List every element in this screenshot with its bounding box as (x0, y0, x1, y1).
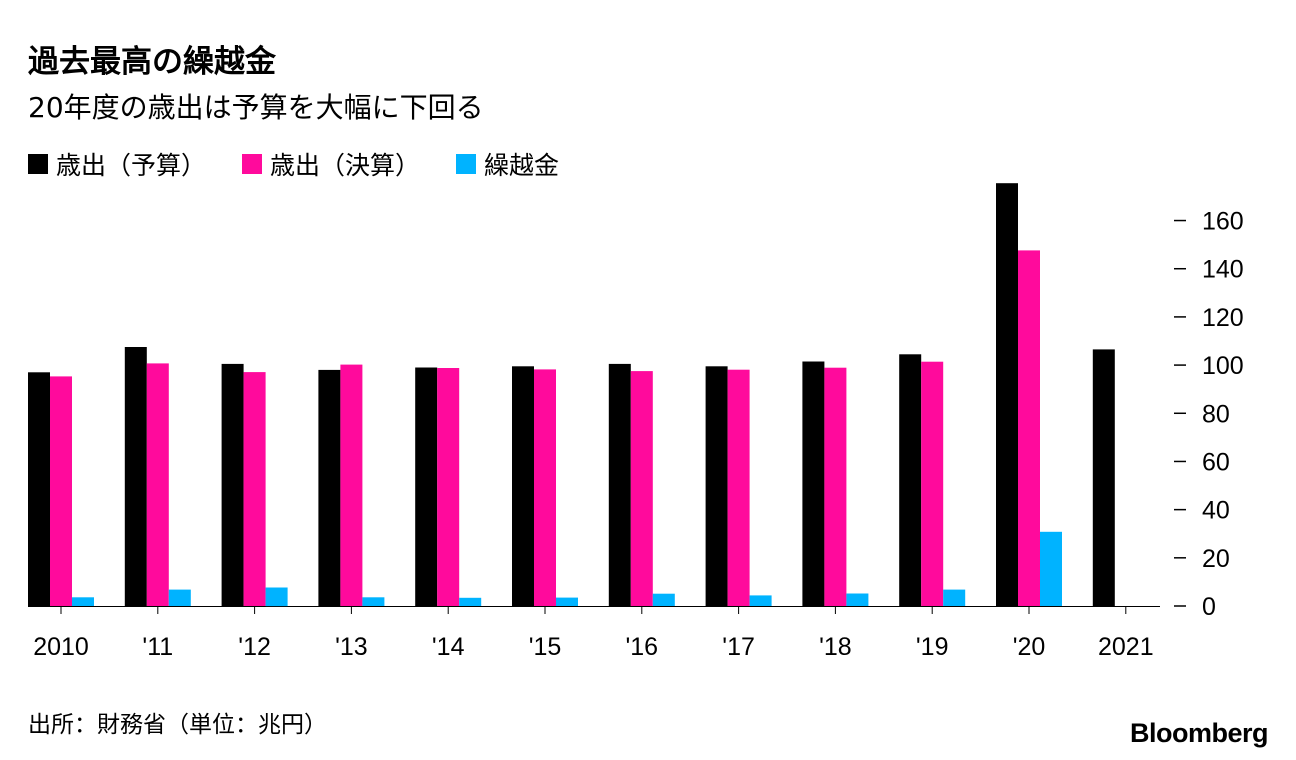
x-tick-label-5: '15 (529, 633, 562, 661)
bar-actual-8 (824, 367, 847, 606)
bar-carryover-10 (1040, 531, 1062, 606)
x-tick-label-3: '13 (335, 633, 368, 661)
bar-budget-1 (124, 347, 147, 606)
bar-actual-7 (727, 369, 750, 606)
bar-carryover-7 (749, 595, 772, 606)
legend-item-carryover: 繰越金 (456, 146, 559, 182)
x-tick-label-11: 2021 (1098, 633, 1154, 661)
bar-actual-0 (50, 376, 72, 606)
x-tick-label-9: '19 (916, 633, 949, 661)
chart-title: 過去最高の繰越金 (28, 44, 276, 80)
x-tick-label-6: '16 (626, 633, 659, 661)
bar-actual-1 (146, 363, 169, 606)
legend-item-actual: 歳出（決算） (242, 146, 420, 182)
x-tick-label-7: '17 (722, 633, 755, 661)
bar-actual-3 (340, 364, 363, 606)
legend-label-carryover: 繰越金 (484, 151, 560, 180)
bar-carryover-6 (652, 593, 675, 606)
bar-carryover-0 (72, 597, 94, 606)
legend: 歳出（予算） 歳出（決算） 繰越金 (28, 146, 595, 182)
bar-actual-10 (1018, 250, 1040, 606)
x-tick-label-2: '12 (238, 633, 271, 661)
x-tick-label-10: '20 (1013, 633, 1046, 661)
bar-budget-9 (899, 354, 922, 607)
y-tick-label-6: 120 (1202, 304, 1244, 332)
bloomberg-logo: Bloomberg (1129, 718, 1269, 748)
y-tick-label-2: 40 (1202, 497, 1230, 525)
bar-carryover-9 (943, 589, 966, 606)
y-tick-label-5: 100 (1202, 352, 1244, 380)
legend-item-budget: 歳出（予算） (28, 146, 206, 182)
bar-budget-0 (28, 372, 50, 606)
bar-budget-3 (318, 369, 341, 606)
x-tick-label-1: '11 (142, 633, 173, 661)
bar-carryover-4 (459, 597, 482, 606)
bar-carryover-2 (265, 587, 288, 607)
bar-actual-6 (630, 371, 653, 606)
legend-label-budget: 歳出（予算） (56, 151, 207, 180)
legend-swatch-budget (28, 154, 48, 174)
bar-budget-10 (996, 183, 1018, 606)
bar-budget-5 (512, 366, 534, 606)
bar-carryover-5 (556, 597, 578, 606)
bar-carryover-1 (168, 589, 191, 606)
bar-actual-4 (437, 368, 460, 606)
chart-subtitle: 20年度の歳出は予算を大幅に下回る (28, 91, 484, 124)
bar-actual-2 (243, 372, 266, 606)
y-tick-label-3: 60 (1202, 448, 1230, 476)
y-tick-label-8: 160 (1202, 208, 1244, 236)
bar-carryover-3 (362, 597, 385, 606)
x-tick-label-0: 2010 (33, 633, 89, 661)
y-tick-label-1: 20 (1202, 545, 1230, 573)
x-tick-label-8: '18 (819, 633, 852, 661)
bar-budget-11 (1092, 349, 1115, 606)
legend-label-actual: 歳出（決算） (270, 151, 421, 180)
bar-actual-9 (921, 361, 944, 606)
bar-budget-6 (608, 363, 631, 606)
legend-swatch-carryover (456, 154, 477, 174)
bar-actual-5 (534, 369, 556, 606)
y-tick-label-0: 0 (1202, 593, 1216, 621)
bar-budget-8 (802, 361, 825, 606)
source-note: 出所：財務省（単位：兆円） (28, 712, 327, 738)
bar-budget-7 (705, 366, 728, 606)
bar-budget-4 (415, 367, 438, 606)
bar-budget-2 (221, 363, 244, 606)
bar-carryover-8 (846, 593, 869, 606)
x-tick-label-4: '14 (432, 633, 465, 661)
legend-swatch-actual (242, 154, 263, 174)
y-tick-label-4: 80 (1202, 400, 1230, 428)
y-tick-label-7: 140 (1202, 256, 1244, 284)
